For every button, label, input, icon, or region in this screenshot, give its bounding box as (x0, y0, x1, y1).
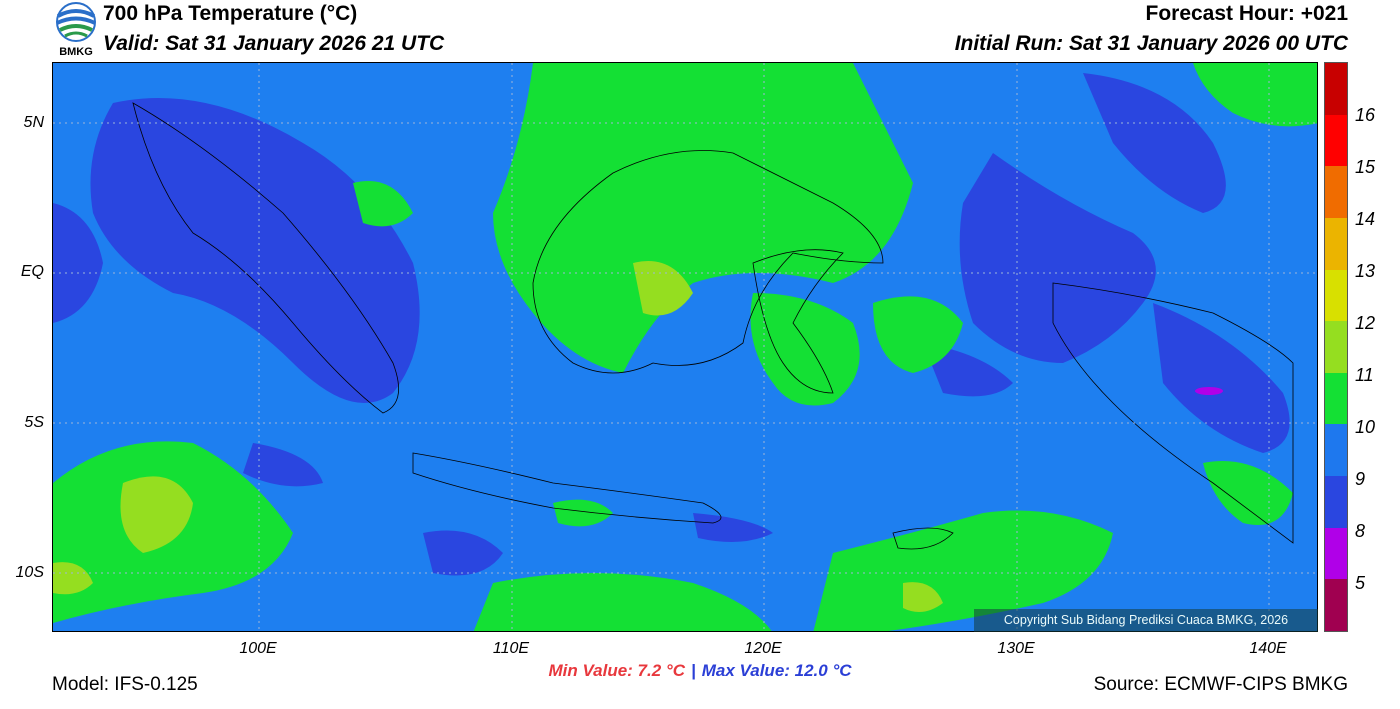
source-label: Source: ECMWF-CIPS BMKG (1093, 674, 1348, 695)
colorbar-label-16: 16 (1355, 105, 1376, 125)
max-value: Max Value: 12.0 °C (701, 661, 852, 680)
coastlines (132, 102, 1294, 550)
colorbar-label-9: 9 (1355, 469, 1366, 489)
min-value: Min Value: 7.2 °C (548, 661, 685, 680)
colorbar-label-14: 14 (1355, 209, 1376, 229)
separator: | (690, 661, 696, 680)
min-max-summary: Min Value: 7.2 °C | Max Value: 12.0 °C (0, 661, 1400, 681)
colorbar-segment (1325, 527, 1347, 580)
gridlines (53, 63, 1317, 631)
colorbar-label-8: 8 (1355, 521, 1366, 541)
valid-time: Valid: Sat 31 January 2026 21 UTC (103, 32, 445, 55)
colorbar-segment (1325, 166, 1347, 218)
lat-label-10s: 10S (15, 564, 44, 581)
colorbar-segment (1325, 476, 1347, 528)
colorbar-label-13: 13 (1355, 261, 1376, 281)
colorbar-label-15: 15 (1355, 157, 1376, 177)
lon-label-130e: 130E (997, 640, 1035, 657)
colorbar-segment (1325, 579, 1347, 631)
cold-regions (53, 73, 1290, 576)
lat-label-5n: 5N (23, 114, 44, 131)
model-label: Model: IFS-0.125 (52, 674, 198, 695)
lat-label-eq: EQ (20, 263, 44, 280)
min-value-spot (1195, 387, 1223, 395)
logo-text: BMKG (59, 46, 93, 58)
bmkg-logo: BMKG (52, 2, 100, 60)
colorbar-segment (1325, 63, 1347, 115)
colorbar-label-5: 5 (1355, 573, 1366, 593)
initial-run: Initial Run: Sat 31 January 2026 00 UTC (954, 32, 1348, 55)
colorbar-label-10: 10 (1355, 417, 1376, 437)
temperature-map (52, 62, 1318, 632)
copyright-notice: Copyright Sub Bidang Prediksi Cuaca BMKG… (974, 609, 1318, 632)
colorbar-segment (1325, 372, 1347, 425)
colorbar (1324, 62, 1348, 632)
warmest-regions (53, 261, 943, 612)
colorbar-segment (1325, 217, 1347, 270)
chart-title: 700 hPa Temperature (°C) (103, 2, 358, 25)
colorbar-segment (1325, 269, 1347, 322)
colorbar-segment (1325, 321, 1347, 373)
colorbar-segment (1325, 424, 1347, 476)
lon-label-140e: 140E (1249, 640, 1287, 657)
lon-label-120e: 120E (744, 640, 782, 657)
lat-label-5s: 5S (24, 414, 44, 431)
lon-label-110e: 110E (492, 640, 530, 657)
colorbar-label-11: 11 (1355, 365, 1374, 385)
colorbar-segment (1325, 114, 1347, 167)
forecast-hour: Forecast Hour: +021 (1145, 2, 1349, 25)
colorbar-label-12: 12 (1355, 313, 1376, 333)
lon-label-100e: 100E (239, 640, 277, 657)
